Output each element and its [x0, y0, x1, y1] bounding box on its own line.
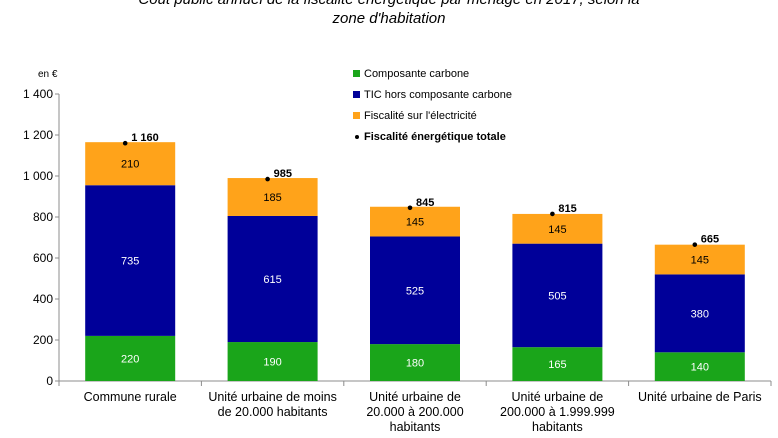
bar-segment: [227, 178, 318, 216]
total-label: 985: [274, 168, 292, 180]
legend-label-total: Fiscalité énergétique totale: [364, 130, 506, 143]
data-label: 505: [548, 290, 566, 302]
bar-segment: [654, 244, 745, 275]
bar-segment: [85, 185, 176, 336]
y-tick-label: 0: [46, 374, 53, 388]
total-label: 1 160: [131, 132, 159, 144]
y-tick-label: 400: [33, 292, 53, 306]
total-marker: [550, 211, 555, 217]
x-category-label: Unité urbaine de moins: [208, 390, 337, 404]
y-tick-label: 1 000: [23, 169, 53, 183]
total-marker: [692, 242, 698, 247]
total-label: 845: [416, 197, 434, 209]
data-label: 180: [406, 358, 424, 370]
total-marker: [265, 176, 270, 182]
bar-segment: [370, 344, 460, 381]
data-label: 145: [406, 217, 424, 229]
chart-title-line-1: Coût public annuel de la fiscalité énerg…: [0, 0, 778, 8]
data-label: 145: [548, 224, 566, 236]
data-label: 190: [263, 357, 281, 369]
legend-item-total: Fiscalité énergétique totale: [353, 126, 512, 147]
x-category-label: Commune rurale: [84, 390, 177, 404]
total-marker: [407, 205, 413, 211]
x-category-label: 200.000 à 1.999.999: [500, 405, 615, 419]
data-label: 735: [121, 256, 139, 268]
bar-segment: [512, 213, 603, 244]
data-label: 220: [121, 353, 139, 365]
legend-item-carbon: Composante carbone: [353, 63, 512, 84]
data-label: 380: [691, 308, 709, 320]
data-label: 165: [548, 359, 566, 371]
y-tick-label: 200: [33, 333, 53, 347]
bar-segment: [512, 347, 603, 381]
bar-segment: [370, 206, 460, 237]
bar-segment: [85, 335, 176, 381]
legend-swatch-electricity: [353, 112, 360, 119]
x-category-label: Unité urbaine de Paris: [638, 390, 762, 404]
legend-marker-total: [355, 134, 359, 139]
y-tick-label: 800: [33, 210, 53, 224]
legend-label-electricity: Fiscalité sur l'électricité: [364, 109, 477, 122]
data-label: 525: [406, 285, 424, 297]
legend-item-electricity: Fiscalité sur l'électricité: [353, 105, 512, 126]
chart-legend: Composante carbone TIC hors composante c…: [353, 63, 512, 147]
bar-segment: [654, 352, 745, 381]
x-category-label: Unité urbaine de: [512, 390, 604, 404]
x-category-label: 20.000 à 200.000: [366, 405, 463, 419]
bar-segment: [227, 215, 318, 343]
legend-swatch-tic: [353, 91, 360, 98]
total-marker: [122, 140, 128, 146]
bar-segment: [370, 236, 460, 345]
bar-segment: [654, 274, 745, 353]
data-label: 185: [263, 192, 281, 204]
total-label: 815: [558, 203, 576, 215]
x-category-label: habitants: [532, 420, 583, 434]
bar-segment: [512, 243, 603, 348]
data-label: 145: [691, 255, 709, 267]
y-tick-label: 600: [33, 251, 53, 265]
x-category-label: habitants: [390, 420, 441, 434]
y-tick-label: 1 200: [23, 128, 53, 142]
bar-segment: [227, 342, 318, 381]
bar-segment: [85, 142, 176, 186]
x-category-label: Unité urbaine de: [369, 390, 461, 404]
data-label: 210: [121, 159, 139, 171]
legend-item-tic: TIC hors composante carbone: [353, 84, 512, 105]
legend-swatch-carbon: [353, 70, 360, 77]
data-label: 615: [263, 274, 281, 286]
x-category-label: de 20.000 habitants: [218, 405, 328, 419]
legend-label-tic: TIC hors composante carbone: [364, 88, 512, 101]
total-label: 665: [701, 234, 719, 246]
legend-label-carbon: Composante carbone: [364, 67, 470, 80]
data-label: 140: [691, 362, 709, 374]
y-axis-unit-label: en €: [38, 69, 58, 80]
chart-title-line-2: zone d'habitation: [332, 10, 446, 27]
y-tick-label: 1 400: [23, 87, 53, 101]
